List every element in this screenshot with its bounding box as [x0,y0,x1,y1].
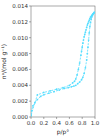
data-point [77,69,79,71]
y-tick-label: 0.004 [12,82,28,88]
data-point [49,90,51,92]
y-tick-label: 0.008 [12,51,28,57]
x-tick [43,117,44,119]
data-point [90,15,92,17]
data-point [74,80,76,82]
chart: 0.00.2 0.4 0.6 0.8 1.0 0.000 0.002 0.004 0.006 0.… [0,0,100,140]
data-point [86,27,88,29]
x-axis-label: p/p° [57,128,70,136]
data-point [82,76,84,78]
data-point [86,24,88,26]
data-point [40,95,42,97]
data-point [76,74,78,76]
data-point [43,92,45,94]
data-point [85,67,87,69]
y-tick-label: 0.012 [12,19,28,25]
y-tick [29,37,31,38]
y-tick [29,101,31,102]
data-point [67,87,69,89]
data-point [77,83,79,85]
data-point [53,91,55,93]
data-point [87,23,89,25]
data-point [93,11,95,13]
x-tick [56,117,57,119]
data-point [93,12,95,14]
data-point [37,94,39,96]
data-point [81,50,83,52]
data-point [89,18,91,20]
y-tick [29,21,31,22]
data-point [56,88,58,90]
data-point [88,19,90,21]
x-tick-label: 0.0 [27,120,36,126]
data-point [62,87,64,89]
x-tick-label: 0.2 [39,120,48,126]
data-point [83,72,85,74]
y-tick [29,53,31,54]
data-point [75,84,77,86]
y-axis-label: nᵃ/(mol g⁻¹) [0,44,8,79]
data-point [93,12,95,14]
data-point [92,14,94,16]
data-point [91,15,93,17]
data-point [83,36,85,38]
data-point [80,54,82,56]
data-point [89,26,91,28]
y-tick-label: 0.010 [12,35,28,41]
y-tick-label: 0.014 [12,3,28,9]
data-point [79,62,81,64]
data-point [73,85,75,87]
x-tick [31,117,32,119]
series-line [31,12,94,115]
data-point [87,46,89,48]
y-tick [29,69,31,70]
data-point [72,82,74,84]
y-tick-label: 0.006 [12,66,28,72]
y-tick [29,117,31,118]
data-point [82,42,84,44]
data-point [85,29,87,31]
x-tick-label: 0.4 [52,120,61,126]
y-tick [29,85,31,86]
data-point [31,115,32,117]
x-tick-label: 0.8 [78,120,87,126]
data-point [37,99,39,101]
data-point [85,31,87,33]
data-point [31,115,32,117]
data-point [81,79,83,81]
data-point [75,78,77,80]
data-point [88,39,90,41]
y-tick-label: 0.002 [12,98,28,104]
data-point [83,39,85,41]
x-tick [95,117,96,119]
data-point [88,21,90,23]
data-point [84,34,86,36]
data-point [88,32,90,34]
data-point [58,89,60,91]
data-point [86,53,88,55]
plot-frame [31,6,95,117]
y-tick [29,6,31,7]
data-point [70,86,72,88]
data-point [43,94,45,96]
data-point [90,22,92,24]
data-point [90,16,92,18]
data-point [48,92,50,94]
x-tick [82,117,83,119]
plot-area [31,11,95,116]
series-line [31,12,94,115]
x-tick-label: 0.6 [65,120,74,126]
data-point [92,13,94,15]
data-point [93,11,95,13]
x-tick-label: 1.0 [91,120,100,126]
x-tick [69,117,70,119]
data-point [69,84,71,86]
data-point [79,81,81,83]
y-tick-label: 0.000 [12,114,28,120]
data-point [81,46,83,48]
data-point [86,59,88,61]
data-point [92,13,94,15]
